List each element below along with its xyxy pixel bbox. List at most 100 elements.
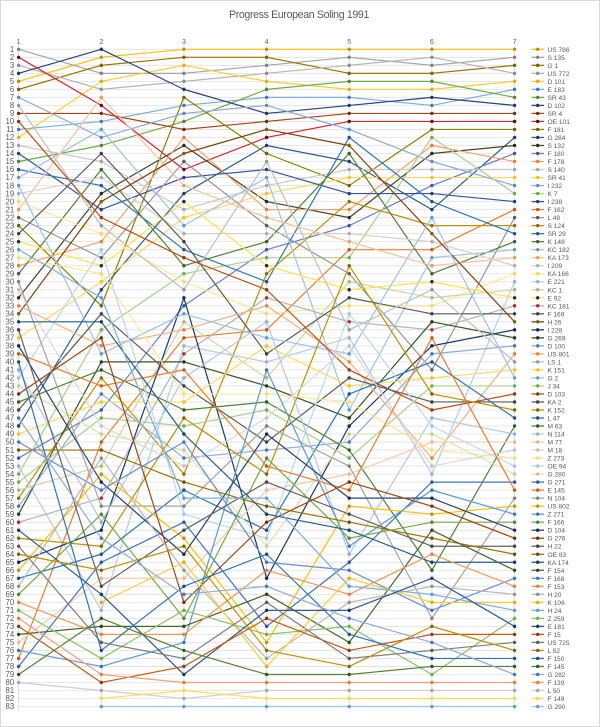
- svg-text:F 178: F 178: [548, 159, 565, 166]
- svg-text:US 802: US 802: [548, 504, 570, 511]
- svg-text:8: 8: [10, 101, 14, 110]
- svg-text:D 102: D 102: [548, 103, 566, 110]
- svg-text:S 135: S 135: [548, 55, 566, 62]
- svg-text:67: 67: [6, 574, 15, 583]
- svg-text:13: 13: [6, 141, 15, 150]
- svg-text:76: 76: [6, 646, 15, 655]
- svg-text:34: 34: [6, 310, 15, 319]
- svg-text:25: 25: [6, 237, 15, 246]
- svg-text:H 20: H 20: [548, 592, 562, 599]
- svg-text:H 26: H 26: [548, 319, 562, 326]
- svg-text:OE 94: OE 94: [548, 464, 567, 471]
- svg-text:M 63: M 63: [548, 424, 563, 431]
- svg-text:K 152: K 152: [548, 407, 566, 414]
- svg-text:18: 18: [6, 181, 15, 190]
- svg-text:57: 57: [6, 494, 15, 503]
- svg-text:M 77: M 77: [548, 440, 563, 447]
- svg-text:KA 2: KA 2: [548, 399, 562, 406]
- svg-text:70: 70: [6, 598, 15, 607]
- svg-text:6: 6: [430, 39, 434, 46]
- svg-text:69: 69: [6, 590, 15, 599]
- svg-text:I 209: I 209: [548, 263, 563, 270]
- svg-text:5: 5: [347, 39, 351, 46]
- svg-text:F 153: F 153: [548, 584, 565, 591]
- svg-text:39: 39: [6, 350, 15, 359]
- svg-text:I 229: I 229: [548, 327, 563, 334]
- svg-text:7: 7: [513, 39, 517, 46]
- svg-text:55: 55: [6, 478, 15, 487]
- svg-text:F 149: F 149: [548, 696, 565, 703]
- svg-text:14: 14: [6, 149, 15, 158]
- svg-text:26: 26: [6, 245, 15, 254]
- svg-text:32: 32: [6, 293, 15, 302]
- svg-text:Z 259: Z 259: [548, 616, 565, 623]
- svg-text:G 269: G 269: [548, 335, 566, 342]
- svg-text:Progress European Soling 1991: Progress European Soling 1991: [229, 9, 369, 21]
- svg-text:33: 33: [6, 301, 15, 310]
- svg-text:J 34: J 34: [548, 383, 561, 390]
- svg-text:17: 17: [6, 173, 15, 182]
- svg-text:45: 45: [6, 398, 15, 407]
- svg-text:36: 36: [6, 326, 15, 335]
- svg-text:63: 63: [6, 542, 15, 551]
- svg-text:4: 4: [10, 69, 15, 78]
- svg-text:60: 60: [6, 518, 15, 527]
- svg-text:D 103: D 103: [548, 391, 566, 398]
- svg-text:G 271: G 271: [548, 480, 566, 487]
- svg-text:F 15: F 15: [548, 632, 562, 639]
- svg-text:F 180: F 180: [548, 151, 565, 158]
- svg-text:US 786: US 786: [548, 47, 570, 54]
- svg-text:KA 166: KA 166: [548, 271, 570, 278]
- svg-text:59: 59: [6, 510, 15, 519]
- svg-text:E 183: E 183: [548, 87, 566, 94]
- svg-text:F 168: F 168: [548, 576, 565, 583]
- svg-text:G 280: G 280: [548, 472, 566, 479]
- svg-text:56: 56: [6, 486, 15, 495]
- svg-text:E 92: E 92: [548, 295, 562, 302]
- svg-text:78: 78: [6, 662, 15, 671]
- svg-text:H 24: H 24: [548, 608, 562, 615]
- svg-text:3: 3: [182, 39, 186, 46]
- svg-text:F 154: F 154: [548, 568, 565, 575]
- svg-text:50: 50: [6, 438, 15, 447]
- svg-text:43: 43: [6, 382, 15, 391]
- svg-text:23: 23: [6, 221, 15, 230]
- svg-text:KC 181: KC 181: [548, 303, 570, 310]
- svg-text:KC 1: KC 1: [548, 287, 563, 294]
- svg-text:7: 7: [10, 93, 14, 102]
- svg-text:L 47: L 47: [548, 415, 561, 422]
- svg-text:Z 273: Z 273: [548, 456, 565, 463]
- svg-text:F 162: F 162: [548, 207, 565, 214]
- svg-text:L 48: L 48: [548, 215, 561, 222]
- svg-text:F 150: F 150: [548, 656, 565, 663]
- svg-text:F 169: F 169: [548, 311, 565, 318]
- svg-text:K 151: K 151: [548, 367, 566, 374]
- svg-text:37: 37: [6, 334, 15, 343]
- svg-text:49: 49: [6, 430, 15, 439]
- svg-text:77: 77: [6, 654, 15, 663]
- svg-text:28: 28: [6, 261, 15, 270]
- svg-text:42: 42: [6, 374, 15, 383]
- svg-text:15: 15: [6, 157, 15, 166]
- svg-text:L 52: L 52: [548, 648, 561, 655]
- svg-text:KC 182: KC 182: [548, 247, 570, 254]
- svg-text:53: 53: [6, 462, 15, 471]
- svg-text:71: 71: [6, 606, 15, 615]
- svg-text:E 221: E 221: [548, 279, 566, 286]
- svg-text:6: 6: [10, 85, 14, 94]
- svg-text:9: 9: [10, 109, 14, 118]
- svg-text:82: 82: [6, 694, 15, 703]
- svg-text:12: 12: [6, 133, 15, 142]
- svg-text:3: 3: [10, 61, 14, 70]
- svg-text:SR 41: SR 41: [548, 175, 567, 182]
- svg-text:I 238: I 238: [548, 199, 563, 206]
- svg-text:16: 16: [6, 165, 15, 174]
- svg-text:D 101: D 101: [548, 79, 566, 86]
- svg-text:G 284: G 284: [548, 135, 566, 142]
- svg-text:54: 54: [6, 470, 15, 479]
- svg-text:41: 41: [6, 366, 15, 375]
- svg-text:G 1: G 1: [548, 63, 559, 70]
- svg-text:S 140: S 140: [548, 167, 566, 174]
- svg-text:72: 72: [6, 614, 15, 623]
- svg-text:5: 5: [10, 77, 15, 86]
